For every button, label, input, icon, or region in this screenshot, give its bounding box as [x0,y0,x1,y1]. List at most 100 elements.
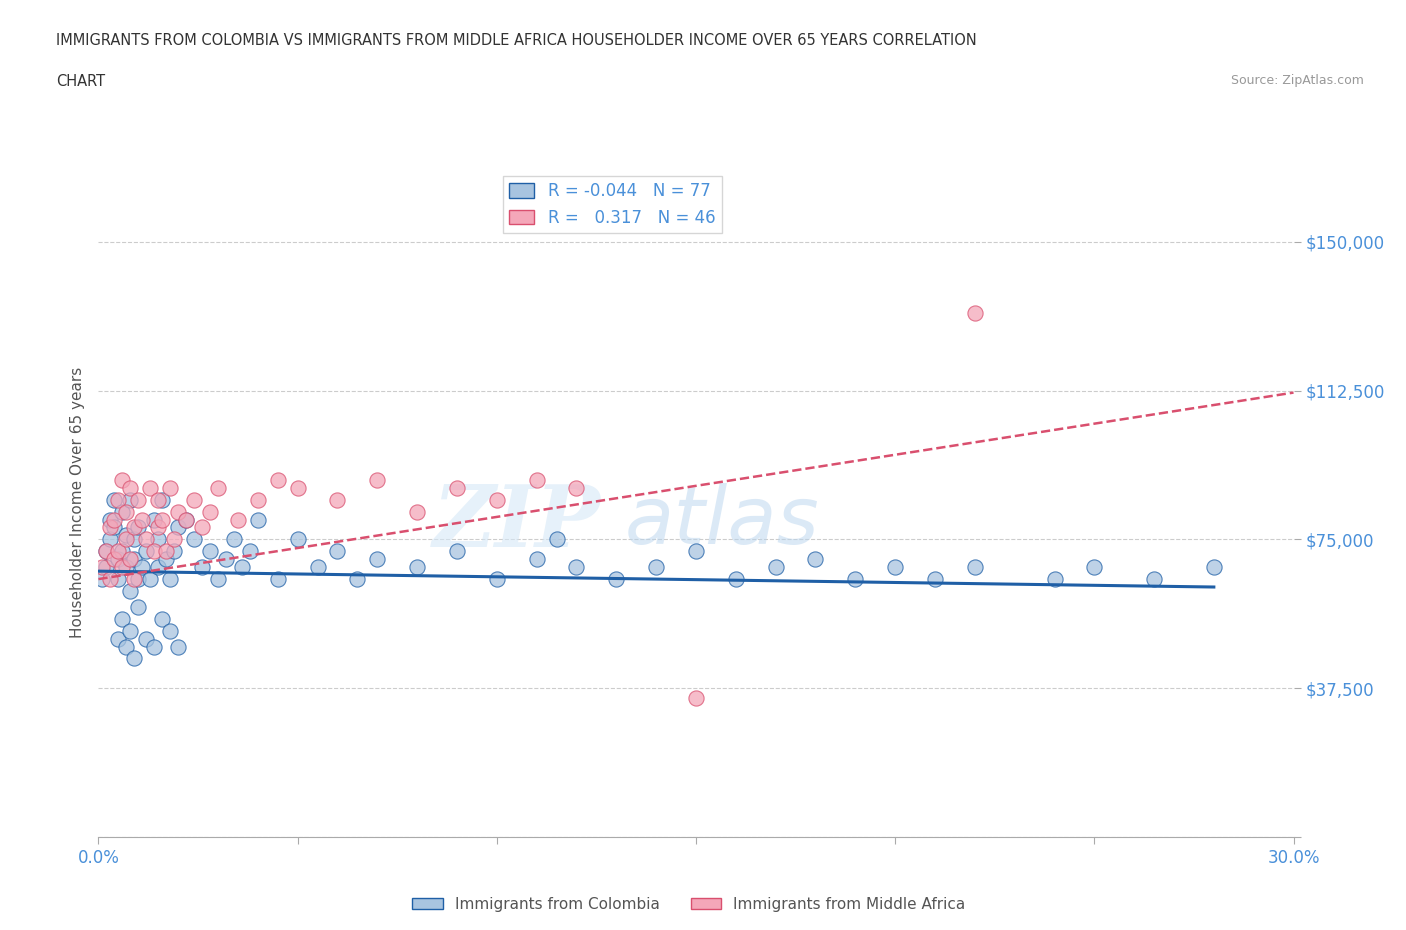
Point [148,560,170,575]
Point [215,551,238,566]
Point [287,532,309,547]
Point [366,472,388,487]
Point [526,472,548,487]
Point [127,520,149,535]
Point [565,481,588,496]
Point [115,560,138,575]
Point [191,560,214,575]
Point [645,560,668,575]
Point [107,544,129,559]
Point [406,504,429,519]
Point [103,512,125,527]
Point [111,472,134,487]
Point [307,560,329,575]
Text: ZIP: ZIP [433,481,600,564]
Point [724,572,747,587]
Point [366,551,388,566]
Point [246,492,269,507]
Point [131,512,153,527]
Point [124,651,146,666]
Point [198,544,221,559]
Point [96,560,118,575]
Point [198,504,221,519]
Point [127,572,149,587]
Point [115,528,138,543]
Point [231,560,253,575]
Point [124,551,146,566]
Text: Source: ZipAtlas.com: Source: ZipAtlas.com [1230,74,1364,87]
Point [167,504,190,519]
Point [167,639,190,654]
Point [98,572,122,587]
Point [127,600,149,615]
Point [183,492,205,507]
Point [148,492,170,507]
Point [115,639,138,654]
Point [107,572,129,587]
Point [924,572,946,587]
Point [143,639,166,654]
Point [222,532,245,547]
Point [96,544,118,559]
Point [804,551,827,566]
Text: CHART: CHART [56,74,105,89]
Point [406,560,429,575]
Point [267,572,290,587]
Point [107,492,129,507]
Point [103,551,125,566]
Point [226,512,249,527]
Point [115,532,138,547]
Point [111,504,134,519]
Point [1083,560,1105,575]
Point [124,532,146,547]
Point [183,532,205,547]
Point [346,572,368,587]
Point [120,492,142,507]
Point [155,551,177,566]
Point [765,560,787,575]
Point [139,481,162,496]
Point [207,481,229,496]
Point [107,631,129,646]
Point [107,551,129,566]
Point [446,481,468,496]
Point [103,520,125,535]
Point [159,572,181,587]
Point [143,544,166,559]
Y-axis label: Householder Income Over 65 years: Householder Income Over 65 years [69,366,84,638]
Point [127,492,149,507]
Point [115,504,138,519]
Point [884,560,907,575]
Point [167,520,190,535]
Point [1143,572,1166,587]
Point [267,472,290,487]
Point [98,532,122,547]
Point [246,512,269,527]
Point [135,631,157,646]
Legend: Immigrants from Colombia, Immigrants from Middle Africa: Immigrants from Colombia, Immigrants fro… [406,891,972,918]
Point [120,583,142,598]
Point [124,572,146,587]
Text: atlas: atlas [624,484,820,562]
Point [124,520,146,535]
Point [174,512,197,527]
Point [120,551,142,566]
Point [239,544,262,559]
Point [98,512,122,527]
Point [96,544,118,559]
Point [150,611,173,626]
Point [446,544,468,559]
Point [163,532,186,547]
Point [98,520,122,535]
Point [150,512,173,527]
Point [111,560,134,575]
Point [159,623,181,638]
Point [120,481,142,496]
Point [163,544,186,559]
Point [546,532,568,547]
Point [605,572,627,587]
Point [485,572,508,587]
Point [485,492,508,507]
Point [131,560,153,575]
Point [103,492,125,507]
